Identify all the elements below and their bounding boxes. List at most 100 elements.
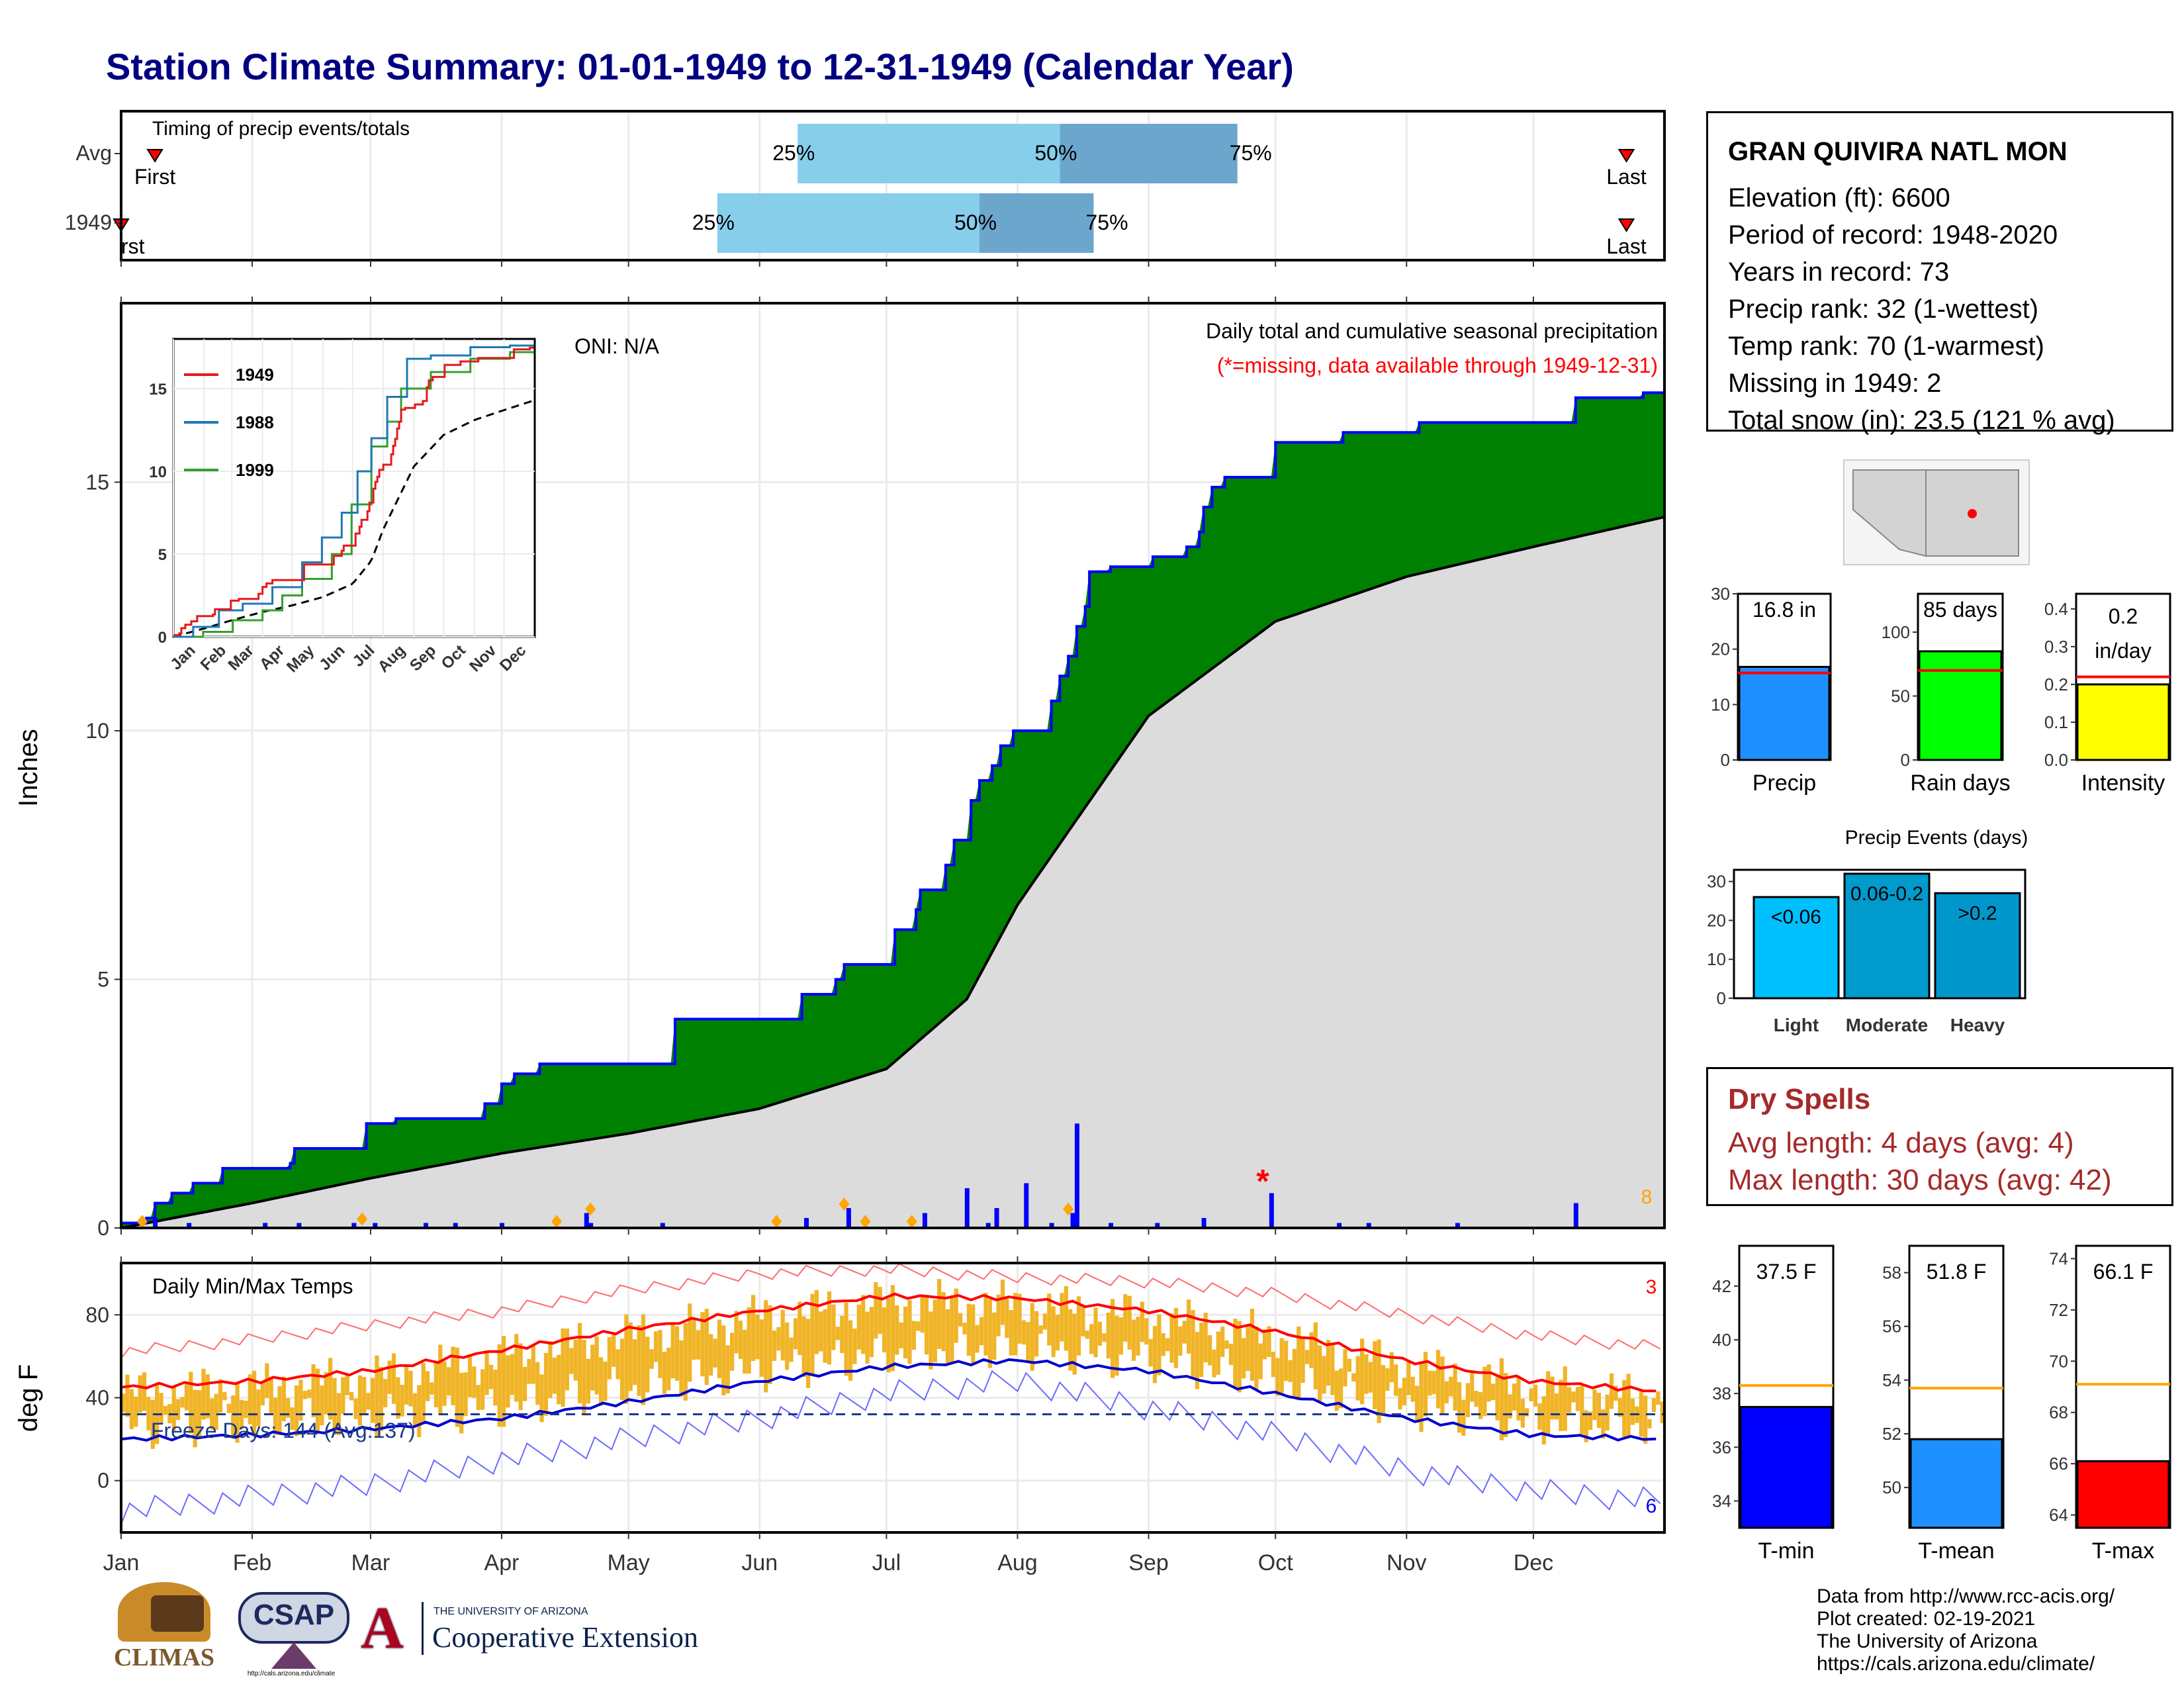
daily-temp-bar xyxy=(1432,1371,1436,1395)
daily-temp-bar xyxy=(688,1303,692,1382)
precip-tick-label: 5 xyxy=(97,967,109,991)
daily-temp-bar xyxy=(1258,1343,1263,1380)
tmax-tick-label: 66 xyxy=(2049,1454,2068,1474)
daily-temp-bar xyxy=(1559,1380,1563,1431)
daily-temp-bar xyxy=(421,1362,426,1425)
daily-temp-bar xyxy=(1596,1393,1601,1428)
daily-temp-bar xyxy=(649,1349,654,1369)
daily-temp-bar xyxy=(1275,1358,1280,1396)
csap-name: CSAP xyxy=(253,1599,335,1631)
daily-temp-bar xyxy=(1381,1365,1386,1414)
daily-temp-bar xyxy=(835,1327,840,1340)
daily-temp-bar xyxy=(1428,1370,1432,1396)
month-label: Jun xyxy=(741,1550,778,1575)
daily-temp-bar xyxy=(256,1389,261,1427)
daily-temp-bar xyxy=(235,1383,240,1443)
daily-temp-bar xyxy=(1639,1389,1643,1437)
timing-row-label: 1949 xyxy=(65,211,112,234)
daily-temp-bar xyxy=(679,1340,684,1397)
daily-temp-bar xyxy=(438,1344,443,1416)
rain-days-tick-label: 0 xyxy=(1901,750,1910,770)
snow-marker xyxy=(136,1215,148,1229)
daily-temp-bar xyxy=(738,1321,743,1360)
tmin-tick-label: 38 xyxy=(1712,1383,1731,1403)
tmax-value: 66.1 F xyxy=(2093,1260,2154,1284)
tmax-tick-label: 64 xyxy=(2049,1505,2068,1525)
daily-temp-bar xyxy=(1449,1376,1453,1397)
daily-temp-bar xyxy=(619,1338,625,1401)
daily-temp-bar xyxy=(1461,1399,1466,1436)
month-label: Mar xyxy=(351,1550,390,1575)
daily-precip-bar xyxy=(1070,1213,1075,1228)
daily-temp-bar xyxy=(1127,1295,1132,1350)
daily-temp-bar xyxy=(1042,1313,1048,1330)
timing-row-label: Avg xyxy=(75,141,112,165)
daily-temp-bar xyxy=(345,1374,349,1395)
daily-precip-bar xyxy=(296,1223,302,1228)
daily-temp-bar xyxy=(966,1303,972,1356)
temp-tick-label: 0 xyxy=(97,1469,109,1493)
daily-temp-bar xyxy=(683,1323,688,1401)
daily-temp-bar xyxy=(302,1391,307,1399)
daily-temp-bar xyxy=(1237,1321,1242,1393)
timing-pct-label: 50% xyxy=(954,211,997,234)
daily-temp-bar xyxy=(189,1372,193,1434)
temp-panel-border xyxy=(120,1262,1666,1534)
daily-temp-bar xyxy=(1165,1338,1170,1352)
daily-temp-bar xyxy=(793,1318,798,1350)
daily-temp-bar xyxy=(277,1386,282,1435)
annual-precip-tick-label: 0 xyxy=(1721,750,1730,770)
daily-temp-bar xyxy=(1499,1358,1504,1440)
temp-title: Daily Min/Max Temps xyxy=(152,1274,353,1298)
daily-precip-bar xyxy=(584,1213,589,1228)
daily-temp-bar xyxy=(244,1400,248,1418)
daily-temp-bar xyxy=(1440,1356,1445,1415)
timing-title: Timing of precip events/totals xyxy=(152,118,410,140)
ua-a-icon: A xyxy=(361,1595,404,1661)
daily-temp-bar xyxy=(721,1325,726,1395)
daily-temp-bar xyxy=(992,1312,997,1360)
daily-temp-bar xyxy=(704,1309,709,1385)
precip-panel-border xyxy=(120,302,1666,1229)
timing-bar-25-50 xyxy=(797,124,1060,183)
daily-temp-bar xyxy=(1017,1293,1022,1344)
inset-legend-label: 1988 xyxy=(236,412,274,432)
daily-temp-bar xyxy=(1457,1382,1462,1433)
daily-temp-bar xyxy=(231,1395,236,1436)
first-event-marker xyxy=(146,149,163,163)
daily-temp-bar xyxy=(1614,1385,1618,1401)
inset-tick-label: 10 xyxy=(149,463,167,481)
daily-temp-bar xyxy=(1102,1333,1107,1342)
daily-temp-bar xyxy=(1182,1321,1187,1344)
daily-temp-bar xyxy=(535,1362,540,1405)
daily-temp-bar xyxy=(184,1383,189,1411)
daily-temp-bar xyxy=(1322,1356,1326,1394)
daily-temp-bar xyxy=(1575,1387,1580,1411)
daily-temp-bar xyxy=(594,1336,599,1395)
tmean-label: T-mean xyxy=(1918,1538,1994,1564)
daily-temp-bar xyxy=(882,1307,887,1352)
daily-precip-bar xyxy=(1155,1223,1160,1228)
last-label: Last xyxy=(1606,234,1647,258)
daily-temp-bar xyxy=(1093,1307,1098,1358)
oni-label: ONI: N/A xyxy=(574,334,660,358)
intensity-bar xyxy=(2076,683,2170,761)
daily-temp-bar xyxy=(1131,1319,1136,1361)
daily-temp-bar xyxy=(451,1346,455,1405)
daily-temp-bar xyxy=(248,1374,252,1425)
daily-temp-bar xyxy=(848,1320,853,1381)
daily-temp-bar xyxy=(557,1354,561,1405)
daily-precip-bar xyxy=(500,1223,505,1228)
daily-temp-bar xyxy=(819,1311,823,1352)
inset-tick-label: 0 xyxy=(158,629,167,647)
daily-temp-bar xyxy=(218,1379,223,1413)
daily-temp-bar xyxy=(831,1304,836,1350)
daily-temp-bar xyxy=(404,1366,409,1405)
daily-temp-bar xyxy=(569,1348,574,1374)
precip-y-axis-label: Inches xyxy=(14,729,43,807)
daily-temp-bar xyxy=(1161,1333,1165,1356)
daily-precip-bar xyxy=(985,1223,991,1228)
snow-marker xyxy=(771,1215,782,1229)
daily-temp-bar xyxy=(937,1279,942,1349)
daily-temp-bar xyxy=(1106,1312,1111,1359)
